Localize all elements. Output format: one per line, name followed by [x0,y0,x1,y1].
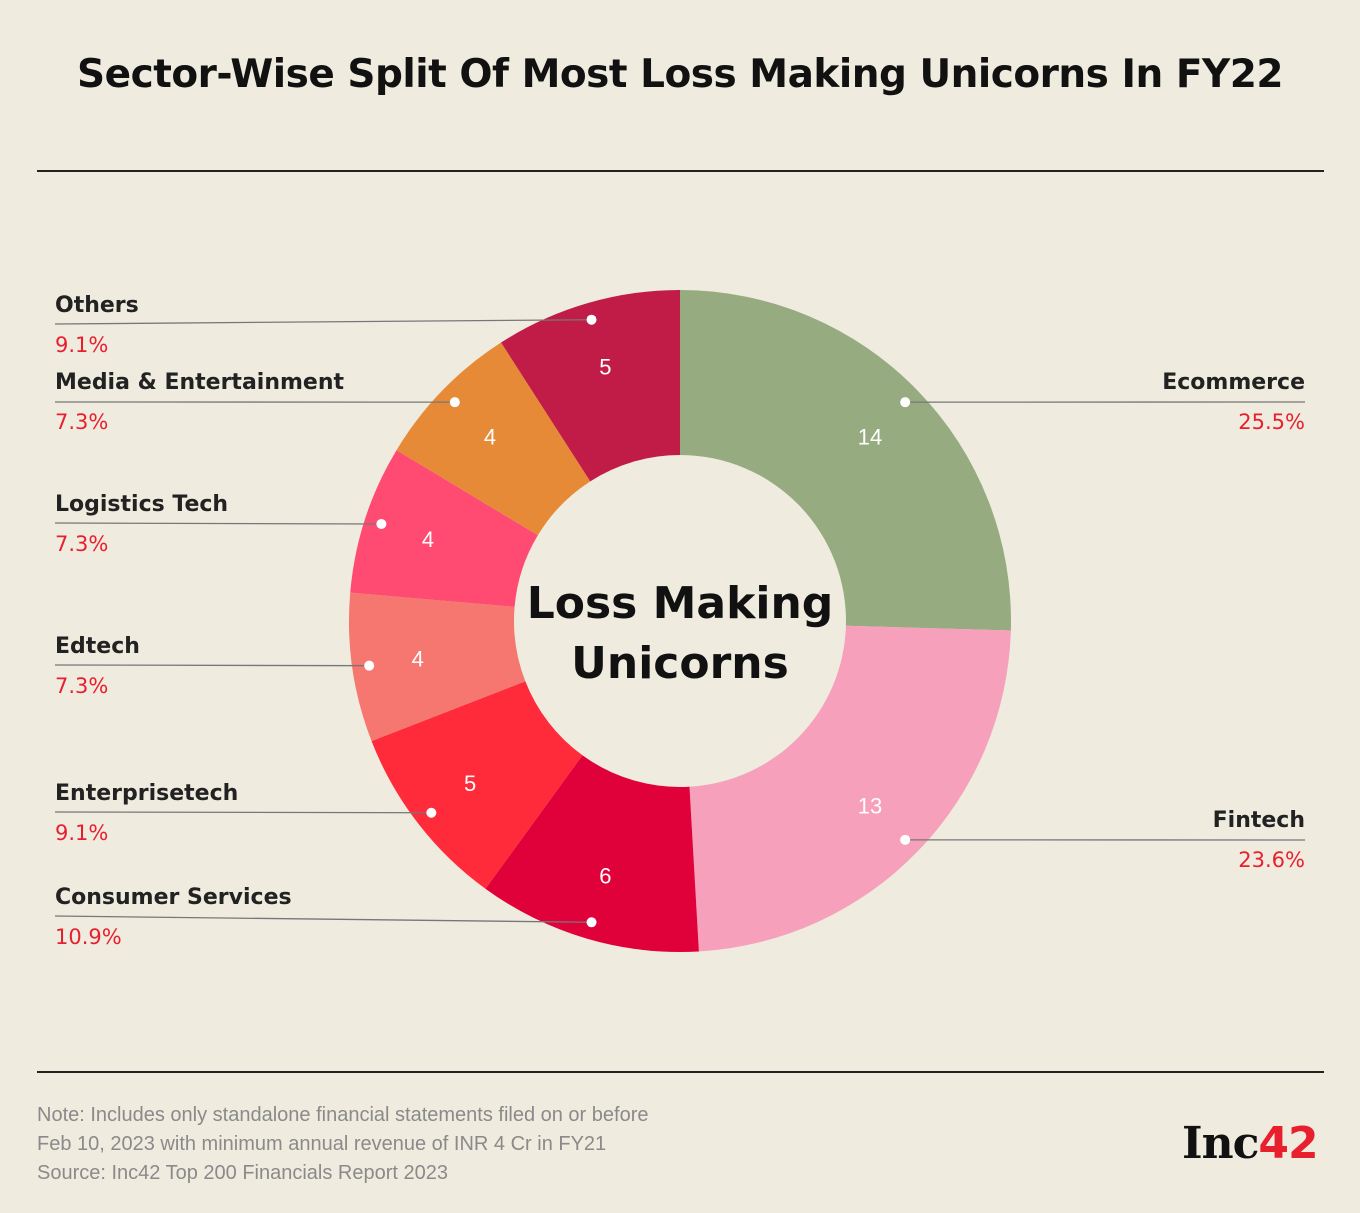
top-divider [37,170,1324,172]
leader-dot [449,397,460,408]
note-line: Note: Includes only standalone financial… [37,1104,649,1126]
leader-line [54,915,592,923]
category-percent: 7.3% [55,674,109,698]
slice-consumer-services [485,755,699,952]
footnote: Note: Includes only standalone financial… [37,1101,648,1188]
slice-value-label: 5 [464,771,476,796]
slice-value-label: 13 [858,794,882,819]
category-label: Ecommerce [1162,370,1305,395]
category-percent: 7.3% [55,532,109,556]
category-percent: 25.5% [1238,410,1305,434]
slice-value-label: 4 [422,527,434,552]
slice-others [501,290,680,482]
category-label: Logistics Tech [55,492,229,517]
bottom-divider [37,1071,1324,1073]
slice-ecommerce [680,290,1011,631]
slice-enterprisetech [371,681,583,889]
logo-text: Inc [1182,1118,1259,1169]
slice-fintech [689,625,1011,952]
slice-value-label: 6 [599,863,611,888]
leader-dot [376,518,387,529]
category-percent: 9.1% [55,333,109,357]
slice-value-label: 4 [484,424,496,449]
leader-dot [900,397,911,408]
leader-line [54,811,432,814]
leader-dot [426,807,437,818]
chart-title: Sector-Wise Split Of Most Loss Making Un… [77,52,1283,97]
center-label: Loss Making Unicorns [480,574,880,694]
logo-number: 42 [1258,1118,1318,1169]
note-line: Feb 10, 2023 with minimum annual revenue… [37,1133,607,1155]
source-line: Source: Inc42 Top 200 Financials Report … [37,1162,449,1184]
category-label: Fintech [1212,808,1305,833]
leader-dot [586,314,597,325]
leader-dot [586,917,597,928]
slice-logistics-tech [350,450,538,607]
category-label: Others [55,293,139,318]
leader-dot [900,834,911,845]
leader-line [54,664,370,667]
category-label: Edtech [55,634,140,659]
category-label: Consumer Services [55,885,292,910]
leader-line [54,319,592,325]
slice-value-label: 14 [858,424,882,449]
slice-value-label: 4 [412,647,424,672]
slice-value-label: 5 [599,355,611,380]
leader-line [54,522,382,525]
category-percent: 7.3% [55,410,109,434]
category-percent: 10.9% [55,925,122,949]
category-label: Enterprisetech [55,781,239,806]
center-label-line-2: Unicorns [571,638,789,689]
category-label: Media & Entertainment [55,370,345,395]
inc42-logo: Inc42 [1182,1118,1319,1169]
category-percent: 23.6% [1238,848,1305,872]
leader-dot [364,660,375,671]
center-label-line-1: Loss Making [526,578,834,629]
category-percent: 9.1% [55,821,109,845]
slice-edtech [349,592,526,742]
slice-media-entertainment [396,342,591,536]
